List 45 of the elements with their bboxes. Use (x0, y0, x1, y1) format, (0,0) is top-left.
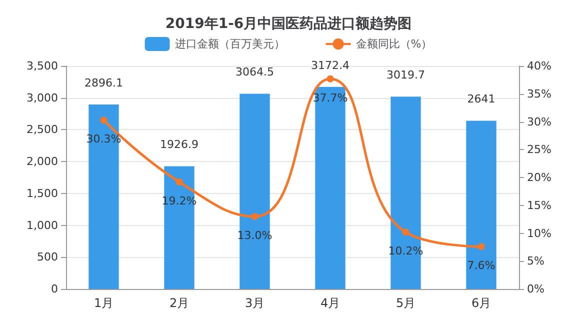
y2-tick-label: 5% (527, 254, 544, 268)
data-label: 7.6% (467, 259, 496, 272)
bar (240, 94, 270, 289)
y2-tick-label: 0% (527, 282, 544, 296)
x-tick-label: 5月 (396, 296, 416, 310)
y-tick-label: 1,000 (26, 218, 58, 232)
x-tick-label: 3月 (244, 296, 265, 310)
bar (315, 86, 346, 289)
point (326, 75, 334, 82)
legend-label: 金额同比（%） (356, 38, 432, 50)
x-tick-label: 4月 (320, 296, 340, 310)
data-label: 3019.7 (386, 68, 425, 82)
data-label: 1926.9 (160, 138, 198, 152)
y2-tick-label: 30% (527, 115, 552, 128)
point (478, 243, 485, 250)
point (100, 116, 108, 124)
data-label: 2641 (467, 92, 496, 106)
point (176, 178, 183, 186)
y2-tick-label: 35% (527, 87, 552, 100)
y2-tick-label: 40% (527, 60, 552, 72)
bar (390, 96, 421, 289)
y2-tick-label: 15% (527, 198, 552, 212)
x-tick-label: 2月 (169, 296, 190, 310)
y-tick-label: 3,500 (26, 60, 58, 72)
bar (164, 166, 194, 289)
y-tick-label: 0 (51, 282, 58, 296)
x-tick-label: 6月 (471, 296, 492, 310)
point (402, 228, 410, 236)
chart-title: 2019年1-6月中国医药品进口额趋势图 (165, 15, 412, 32)
y-tick-label: 1,500 (26, 186, 58, 200)
bar (466, 120, 496, 289)
point (251, 213, 258, 220)
data-label: 2896.1 (84, 76, 123, 90)
y2-tick-label: 20% (527, 171, 552, 184)
y-tick-label: 3,000 (26, 91, 58, 104)
y-tick-label: 500 (37, 250, 58, 264)
y-tick-label: 2,000 (26, 155, 58, 168)
y2-tick-label: 25% (527, 143, 552, 156)
bar (88, 104, 119, 289)
data-label: 3172.4 (311, 58, 350, 72)
data-label: 3064.5 (236, 66, 274, 79)
legend-label: 进口金额（百万美元） (174, 38, 285, 50)
y-tick-label: 2,500 (26, 123, 58, 136)
x-tick-label: 1月 (94, 296, 114, 310)
y2-tick-label: 10% (527, 226, 552, 240)
